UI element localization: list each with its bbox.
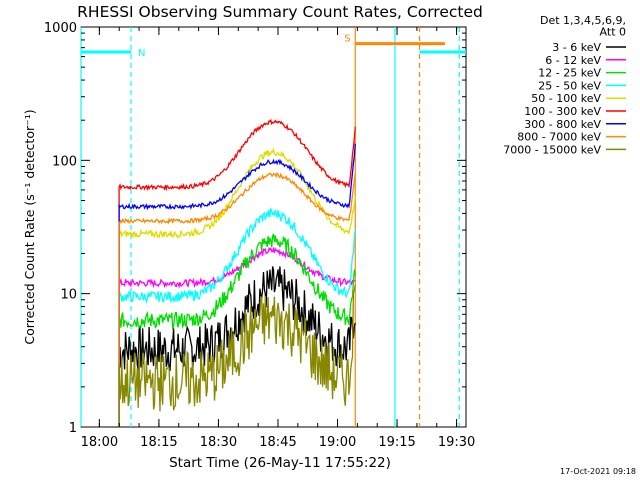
x-tick-label: 18:30 — [200, 435, 237, 450]
x-tick-label: 18:45 — [259, 435, 296, 450]
series-line — [118, 118, 356, 427]
attenuator-bars: NS — [81, 34, 466, 59]
series-line — [118, 284, 356, 427]
y-tick-label: 10 — [60, 288, 77, 303]
y-tick-label: 1 — [69, 421, 77, 436]
legend-entry: 800 - 7000 keV — [517, 131, 601, 144]
plot-area: NS — [80, 26, 467, 428]
series-line — [118, 206, 356, 427]
legend-entry: 300 - 800 keV — [524, 118, 601, 131]
timestamp: 17-Oct-2021 09:18 — [560, 467, 636, 476]
series-lines — [118, 118, 356, 427]
series-line — [118, 266, 356, 427]
legend-header: Det 1,3,4,5,6,9, — [540, 14, 626, 27]
y-axis-label: Corrected Count Rate (s⁻¹ detector⁻¹) — [22, 109, 37, 344]
legend-entry: 25 - 50 keV — [538, 79, 601, 92]
y-axis: 1 10 100 1000 — [44, 21, 466, 436]
series-line — [118, 171, 356, 427]
series-line — [118, 143, 356, 427]
legend-entry: 7000 - 15000 keV — [503, 143, 601, 156]
bar-label: N — [138, 48, 145, 59]
legend-entry: 12 - 25 keV — [538, 67, 601, 80]
legend-header: Att 0 — [600, 26, 626, 39]
x-tick-label: 19:30 — [438, 435, 475, 450]
chart-title: RHESSI Observing Summary Count Rates, Co… — [77, 3, 483, 21]
x-tick-label: 19:00 — [319, 435, 356, 450]
y-tick-label: 1000 — [44, 21, 77, 36]
series-line — [118, 147, 356, 427]
x-axis-label: Start Time (26-May-11 17:55:22) — [169, 455, 391, 471]
legend-entry: 6 - 12 keV — [545, 54, 601, 67]
x-axis: 18:00 18:15 18:30 18:45 19:00 19:15 19:30 — [81, 27, 475, 450]
legend-entry: 3 - 6 keV — [552, 41, 601, 54]
series-line — [118, 233, 356, 427]
series-line — [118, 246, 356, 427]
x-tick-label: 18:15 — [140, 435, 177, 450]
bar-label: S — [344, 34, 350, 45]
legend-entry: 100 - 300 keV — [524, 105, 601, 118]
x-tick-label: 18:00 — [81, 435, 118, 450]
y-tick-label: 100 — [52, 154, 77, 169]
x-tick-label: 19:15 — [378, 435, 415, 450]
legend-entry: 50 - 100 keV — [531, 92, 601, 105]
